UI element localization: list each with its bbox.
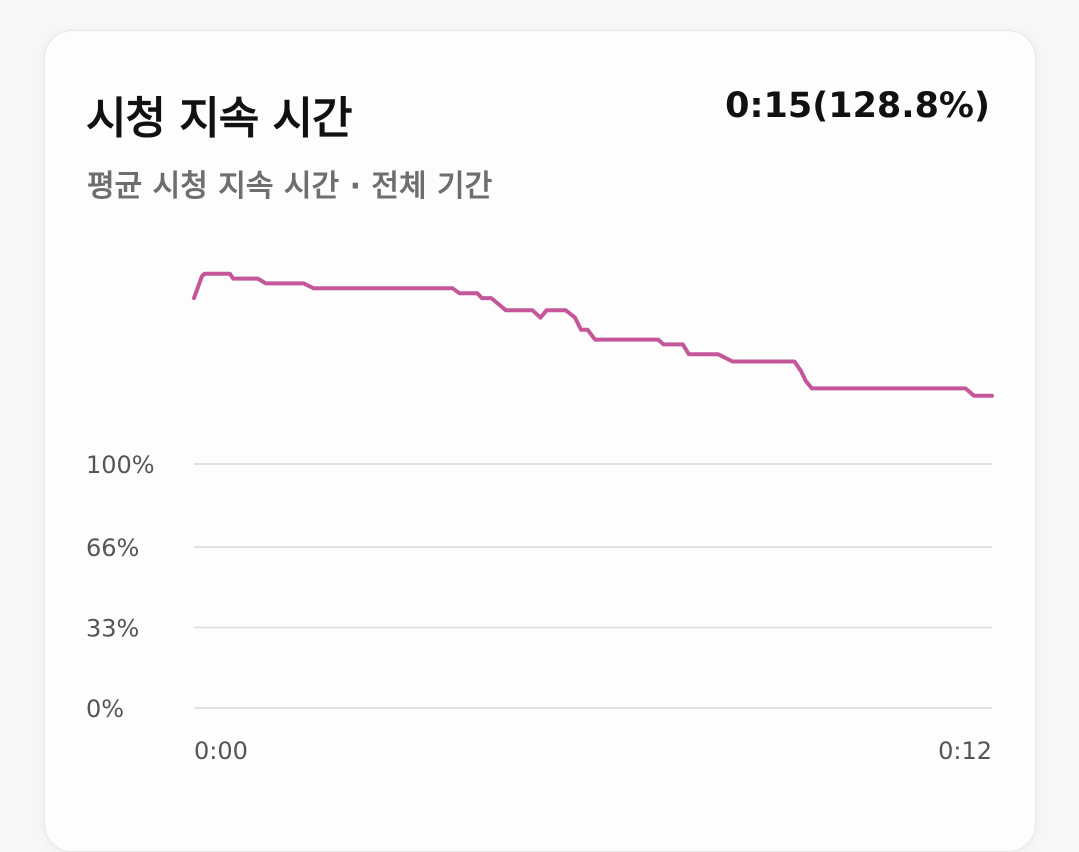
retention-chart: 0% 33% 66% 100% 0:00 0:12 bbox=[86, 271, 994, 765]
card-title: 시청 지속 시간 bbox=[86, 93, 353, 144]
series-group bbox=[192, 271, 994, 398]
y-axis-labels: 0% 33% 66% 100% bbox=[86, 451, 155, 723]
retention-line bbox=[192, 271, 994, 398]
y-tick-label: 33% bbox=[86, 614, 139, 642]
x-axis-labels: 0:00 0:12 bbox=[194, 737, 992, 765]
average-duration-value: 0:15(128.8%) bbox=[725, 86, 990, 126]
grid-lines bbox=[194, 463, 992, 709]
y-tick-label: 0% bbox=[86, 695, 124, 723]
card-subtitle: 평균 시청 지속 시간 · 전체 기간 bbox=[87, 169, 493, 204]
y-tick-label: 100% bbox=[86, 451, 155, 479]
x-tick-label: 0:12 bbox=[938, 737, 992, 765]
retention-card bbox=[44, 30, 1036, 852]
x-tick-label: 0:00 bbox=[194, 737, 248, 765]
y-tick-label: 66% bbox=[86, 534, 139, 562]
